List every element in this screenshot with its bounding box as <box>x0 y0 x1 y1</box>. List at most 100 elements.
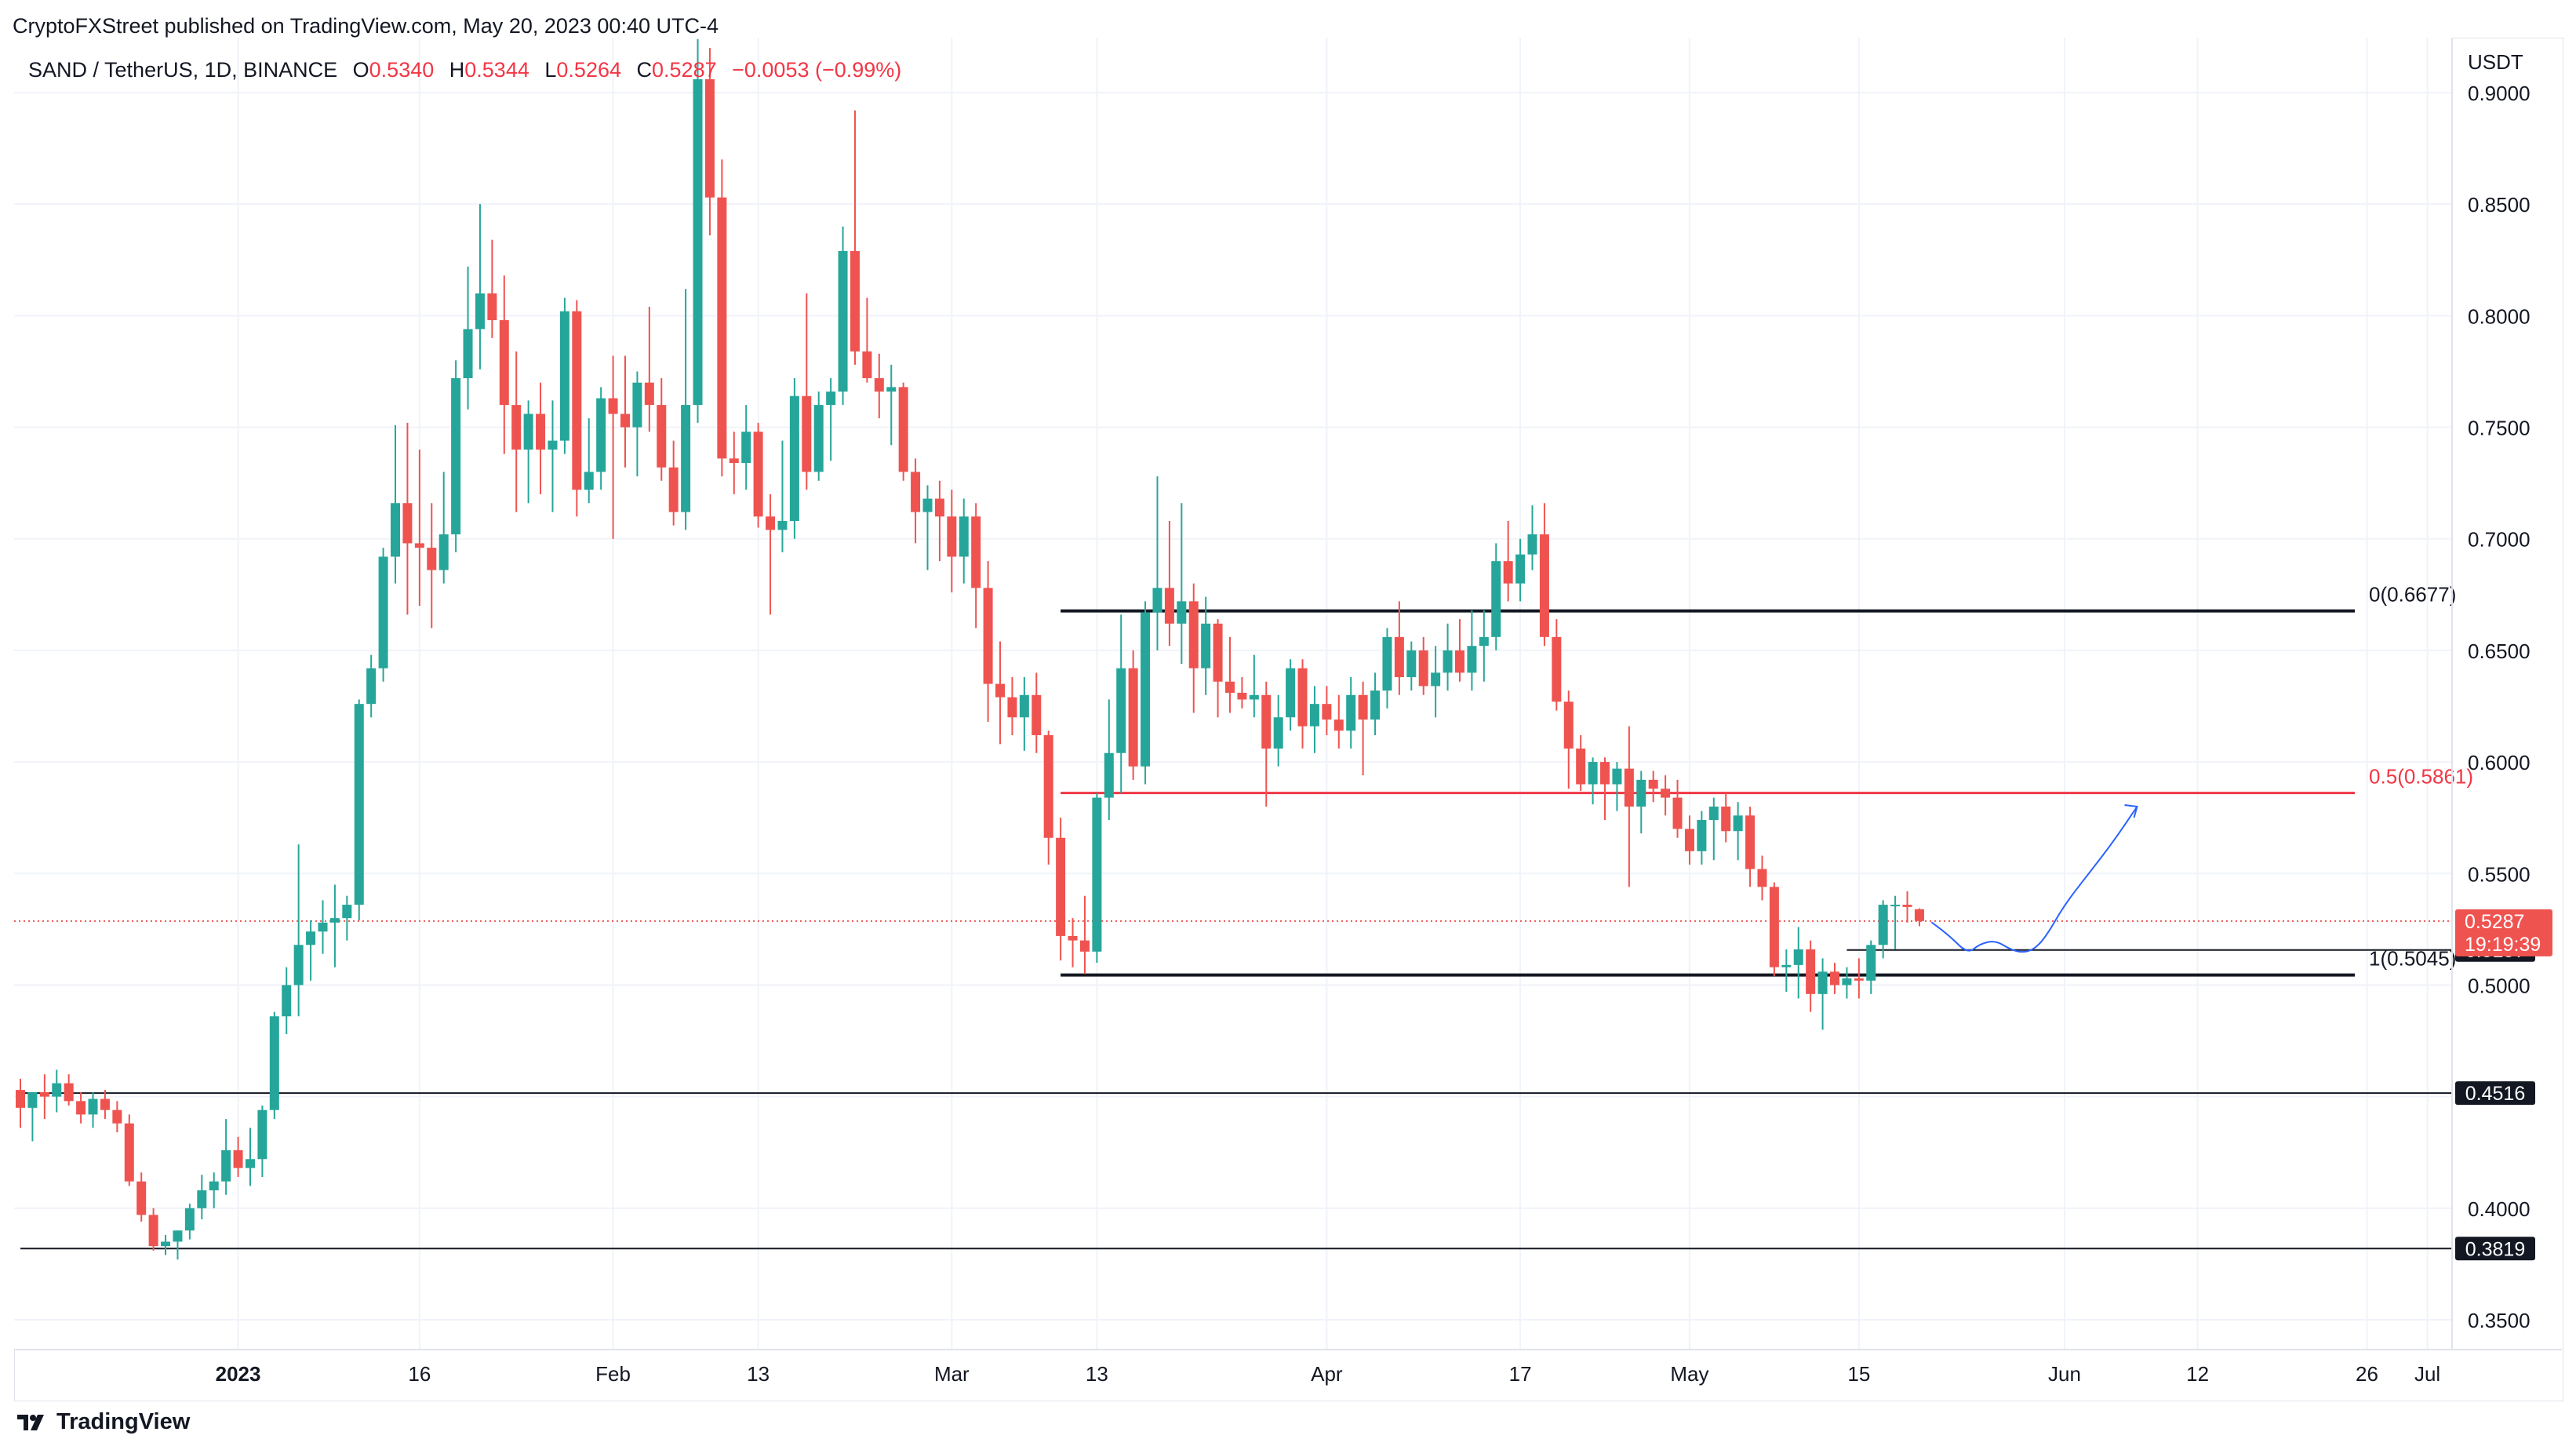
candle <box>1358 681 1368 776</box>
publisher-header: CryptoFXStreet published on TradingView.… <box>13 14 719 38</box>
candle-body <box>487 293 497 321</box>
candle-body <box>1661 789 1671 798</box>
candle <box>1661 775 1671 816</box>
candle <box>1708 797 1719 861</box>
candle-body <box>245 1159 255 1168</box>
candle <box>1576 734 1586 792</box>
candle-body <box>1237 692 1247 700</box>
candle-body <box>148 1215 158 1247</box>
candle-body <box>112 1109 122 1124</box>
candle <box>161 1234 171 1255</box>
candle-body <box>1128 668 1138 767</box>
candle-body <box>559 311 569 441</box>
candle <box>197 1175 207 1220</box>
candle-body <box>741 432 751 464</box>
candle-body <box>1793 949 1803 965</box>
candle <box>874 353 884 419</box>
candle-body <box>88 1098 98 1115</box>
candle <box>1467 610 1477 691</box>
candle-body <box>76 1101 86 1115</box>
candle <box>1370 672 1381 735</box>
candle <box>1648 771 1658 803</box>
candle <box>1781 949 1792 992</box>
candle <box>813 392 824 481</box>
candle-body <box>124 1123 134 1182</box>
high-value: 0.5344 <box>464 58 529 82</box>
candle-body <box>378 556 388 669</box>
candle-body <box>934 498 944 517</box>
candle <box>64 1074 74 1106</box>
candle-body <box>1769 887 1779 967</box>
candle <box>402 422 413 615</box>
candle <box>257 1106 267 1178</box>
candle <box>1188 583 1199 713</box>
candle-body <box>499 320 509 406</box>
candle <box>741 405 751 490</box>
candle-body <box>427 548 437 570</box>
candle-body <box>1576 749 1586 785</box>
candle <box>971 503 981 628</box>
candle <box>777 440 788 552</box>
candle <box>1297 659 1308 749</box>
candle-body <box>620 414 630 428</box>
candle <box>76 1091 86 1124</box>
close-value: 0.5287 <box>652 58 717 82</box>
candle-body <box>282 985 292 1017</box>
candle-body <box>536 414 546 450</box>
candle-body <box>257 1109 267 1160</box>
candle-body <box>644 382 654 406</box>
candle <box>293 844 304 1017</box>
candle-body <box>608 398 618 414</box>
candle <box>487 239 497 338</box>
candle-body <box>1733 815 1743 832</box>
y-tick-label: 0.7000 <box>2468 528 2531 552</box>
candle <box>947 490 957 592</box>
candle-body <box>197 1190 207 1208</box>
candle <box>438 472 449 584</box>
candle-body <box>233 1149 243 1168</box>
candle <box>1213 619 1223 718</box>
candle <box>1079 895 1090 975</box>
candle <box>789 377 799 539</box>
candle <box>1600 757 1610 821</box>
candle-body <box>1830 971 1839 985</box>
candle <box>499 275 509 454</box>
candle <box>523 400 533 504</box>
candle-body <box>16 1090 25 1108</box>
candle-body <box>826 392 836 406</box>
candle-body <box>354 704 364 905</box>
candle <box>1164 520 1174 647</box>
x-tick-label: Jun <box>2048 1362 2081 1386</box>
candle <box>1672 779 1683 838</box>
candle-body <box>27 1091 38 1108</box>
tradingview-brand[interactable]: TradingView <box>16 1409 190 1435</box>
candle-body <box>1177 601 1187 624</box>
symbol-legend[interactable]: SAND / TetherUS, 1D, BINANCE O0.5340 H0.… <box>28 58 901 82</box>
fib-0.5-label: 0.5(0.5861) <box>2369 765 2473 789</box>
candle-body <box>1116 668 1126 753</box>
candle-body <box>1563 701 1574 749</box>
candle <box>536 382 546 494</box>
candle-body <box>39 1091 49 1097</box>
candle <box>753 422 763 528</box>
candle-body <box>1878 905 1888 945</box>
candle-body <box>971 516 981 588</box>
fib-1-label: 1(0.5045) <box>2369 947 2456 971</box>
candle-body <box>209 1181 219 1191</box>
candle <box>1141 601 1151 785</box>
candle <box>378 548 388 682</box>
candle <box>16 1078 25 1128</box>
countdown-label: 19:19:39 <box>2465 934 2541 956</box>
candle <box>306 920 316 981</box>
candle-body <box>1527 534 1537 555</box>
candle-body <box>1817 971 1828 994</box>
high-label: H <box>449 58 465 82</box>
x-tick-label: 2023 <box>216 1362 261 1386</box>
candle-body <box>1358 694 1368 720</box>
price-levels: 0(0.6677) 0.5(0.5861) 1(0.5045) <box>14 583 2473 1250</box>
candle-body <box>572 311 582 490</box>
candle-body <box>1491 561 1501 637</box>
candles <box>16 38 1924 1260</box>
candle-body <box>451 377 461 535</box>
